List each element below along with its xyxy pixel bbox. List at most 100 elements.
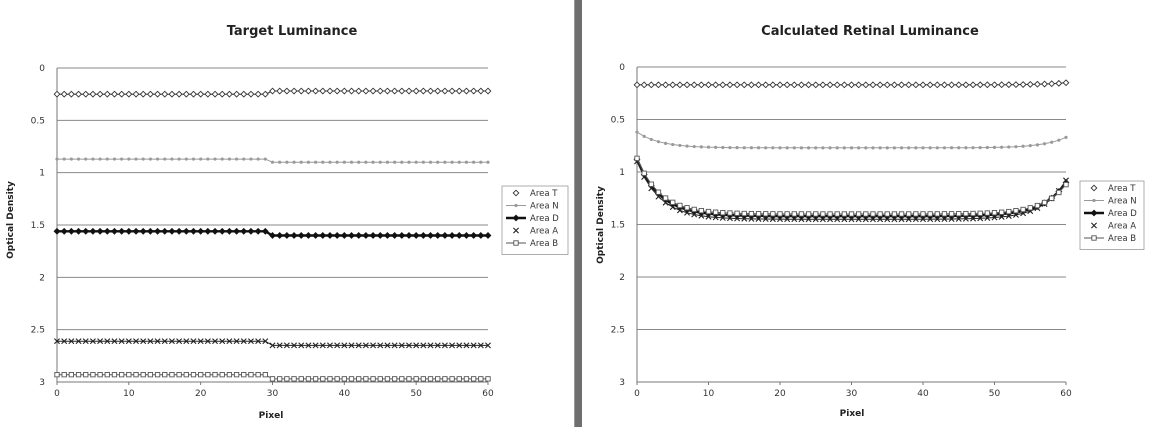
data-point <box>427 342 434 349</box>
data-point <box>319 342 326 349</box>
data-point <box>103 227 111 235</box>
data-point <box>233 227 241 235</box>
data-point <box>927 211 933 217</box>
data-point <box>998 213 1005 220</box>
data-point <box>463 87 470 95</box>
data-point <box>436 160 440 164</box>
data-point <box>941 216 948 223</box>
data-point <box>790 81 798 89</box>
data-point <box>247 90 255 98</box>
data-point <box>770 211 776 217</box>
divider-edge <box>574 0 575 427</box>
data-point <box>226 338 233 345</box>
data-point <box>485 376 491 382</box>
data-point <box>291 376 297 382</box>
data-point <box>97 372 103 378</box>
data-point <box>635 130 639 134</box>
data-point <box>278 160 282 164</box>
data-point <box>841 211 847 217</box>
data-point <box>434 342 441 349</box>
data-point <box>427 376 434 382</box>
data-point <box>276 342 283 349</box>
data-point <box>877 216 884 223</box>
data-point <box>60 227 68 235</box>
data-point <box>125 90 133 98</box>
data-point <box>184 157 188 161</box>
data-point <box>319 232 327 239</box>
data-point <box>225 227 233 235</box>
data-point <box>240 338 247 345</box>
y-tick-label: 3 <box>619 378 625 388</box>
data-point <box>905 81 913 89</box>
data-point <box>434 232 442 239</box>
data-point <box>906 211 912 217</box>
data-point <box>435 376 441 382</box>
data-point <box>407 160 411 164</box>
data-point <box>139 227 147 235</box>
data-point <box>75 90 82 98</box>
data-point <box>240 90 248 98</box>
data-point <box>111 227 118 235</box>
data-point <box>921 146 925 150</box>
data-point <box>812 81 820 89</box>
data-point <box>364 160 368 164</box>
series-area-t <box>53 87 492 98</box>
data-point <box>913 211 919 217</box>
data-point <box>827 211 833 217</box>
data-point <box>848 81 855 89</box>
data-point <box>733 81 741 89</box>
data-point <box>849 146 854 150</box>
data-point <box>769 81 777 89</box>
data-point <box>75 227 82 235</box>
data-point <box>734 210 740 216</box>
data-point <box>1056 189 1062 196</box>
data-point <box>306 160 311 164</box>
data-point <box>405 232 413 239</box>
data-point <box>641 170 647 176</box>
data-point <box>876 81 884 89</box>
data-point <box>835 146 839 150</box>
data-point <box>340 232 348 239</box>
data-point <box>75 372 82 378</box>
data-point <box>420 376 426 382</box>
data-point <box>256 157 260 161</box>
chart-target-luminance: Target Luminance Pixel Optical Density 0… <box>6 24 569 421</box>
data-point <box>671 142 675 147</box>
data-point <box>756 146 761 150</box>
x-tick-label: 30 <box>846 389 858 399</box>
y-tick-label: 2 <box>39 273 45 283</box>
data-point <box>362 342 369 349</box>
data-point <box>655 81 662 89</box>
data-point <box>714 145 718 149</box>
data-point <box>442 376 448 382</box>
data-point <box>76 157 81 161</box>
data-point <box>161 90 169 98</box>
data-point <box>348 376 355 382</box>
data-point <box>956 211 962 217</box>
data-point <box>992 145 997 149</box>
legend-label: Area T <box>1108 184 1136 194</box>
data-point <box>726 81 734 89</box>
data-point <box>706 145 711 149</box>
data-point <box>964 146 968 150</box>
data-point <box>669 204 676 211</box>
data-point <box>276 87 284 95</box>
data-point <box>82 90 90 98</box>
data-point <box>146 90 154 98</box>
data-point <box>898 81 905 89</box>
data-point <box>1055 79 1063 87</box>
data-point <box>91 157 95 161</box>
data-point <box>355 232 363 239</box>
data-point <box>133 338 140 345</box>
data-point <box>161 338 168 345</box>
data-point <box>450 160 454 164</box>
data-point <box>792 146 796 150</box>
data-point <box>755 211 762 217</box>
data-point <box>140 338 147 345</box>
data-point <box>334 376 340 382</box>
data-point <box>785 146 789 150</box>
data-point <box>764 146 768 150</box>
data-point <box>133 372 139 378</box>
data-point <box>998 81 1006 89</box>
data-point <box>98 157 102 161</box>
